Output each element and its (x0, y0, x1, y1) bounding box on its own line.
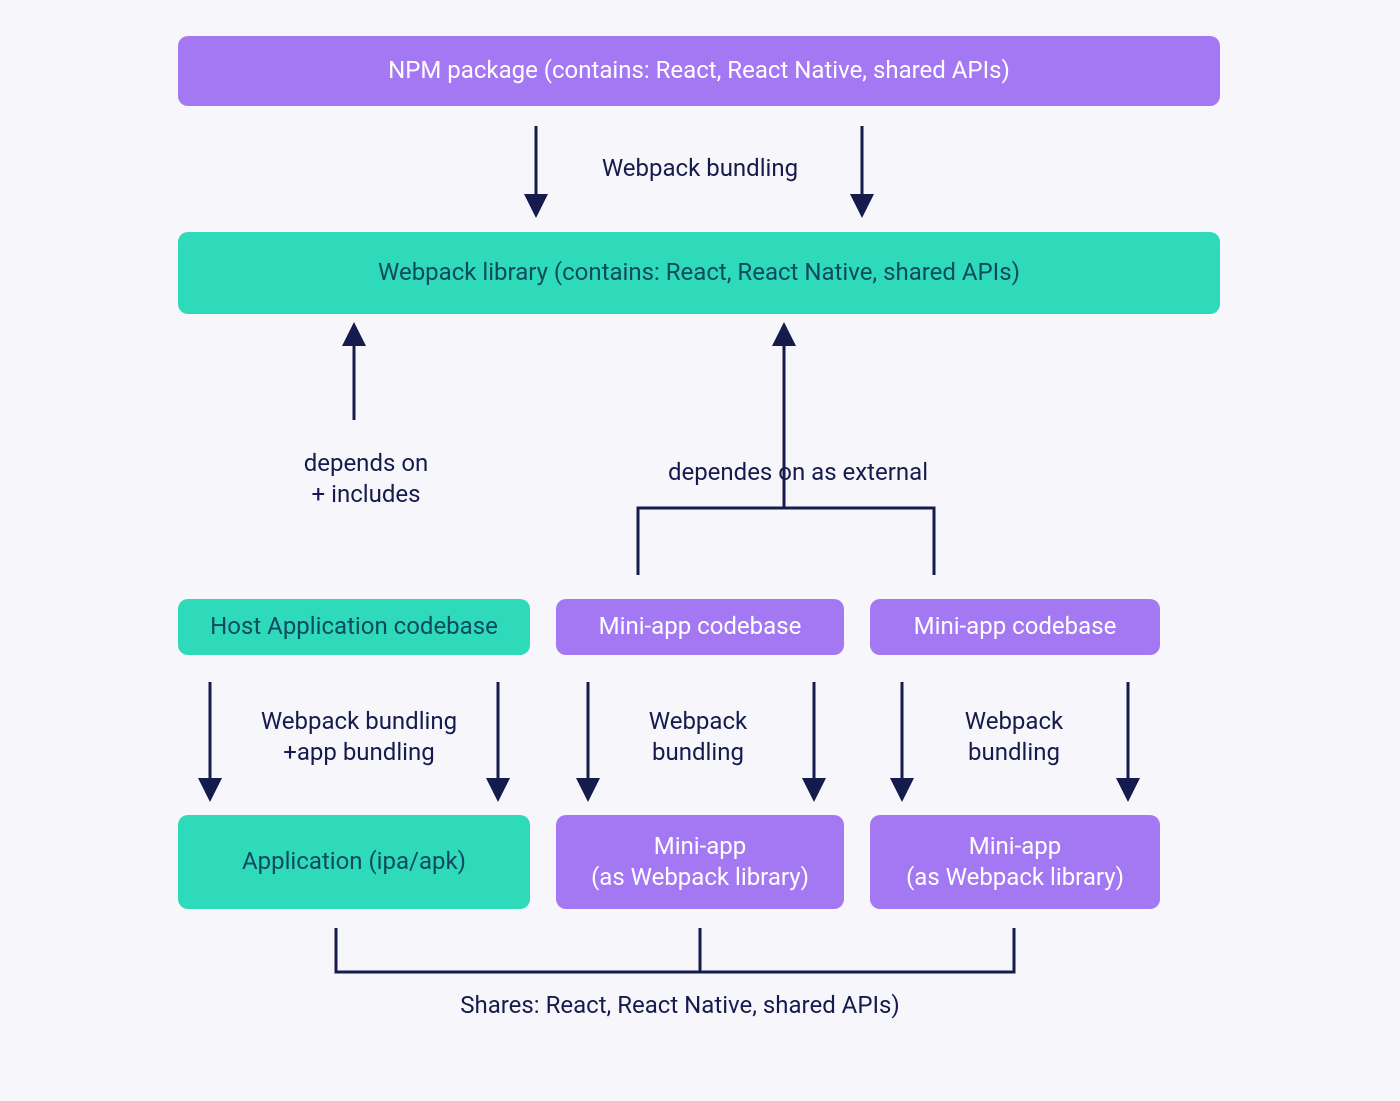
box-mini1: Mini-app (as Webpack library) (556, 815, 844, 909)
box-webpacklib: Webpack library (contains: React, React … (178, 232, 1220, 314)
box-mini2cb: Mini-app codebase (870, 599, 1160, 655)
label-depends: depends on + includes (266, 448, 466, 510)
box-mini1cb: Mini-app codebase (556, 599, 844, 655)
label-bund_top: Webpack bundling (574, 153, 826, 184)
label-shares: Shares: React, React Native, shared APIs… (400, 990, 960, 1021)
label-bund_m2: Webpack bundling (944, 706, 1084, 768)
box-host: Host Application codebase (178, 599, 530, 655)
box-npm: NPM package (contains: React, React Nati… (178, 36, 1220, 106)
box-mini2: Mini-app (as Webpack library) (870, 815, 1160, 909)
box-app: Application (ipa/apk) (178, 815, 530, 909)
diagram-canvas: NPM package (contains: React, React Nati… (0, 0, 1400, 1101)
label-depends_ext: dependes on as external (638, 457, 958, 488)
label-bund_host: Webpack bundling +app bundling (244, 706, 474, 768)
label-bund_m1: Webpack bundling (628, 706, 768, 768)
bracket-shares (336, 928, 1014, 972)
bracket-external (638, 508, 934, 575)
